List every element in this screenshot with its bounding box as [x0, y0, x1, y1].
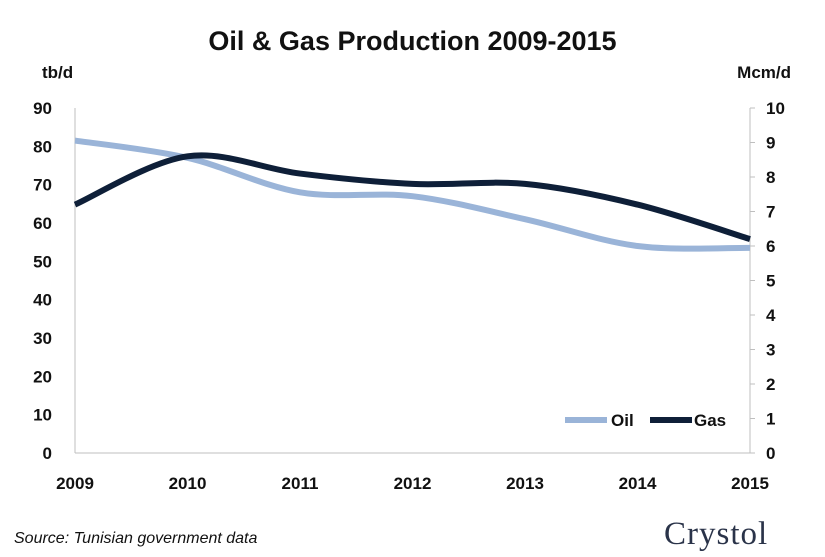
- y-left-tick-label: 10: [33, 406, 52, 425]
- x-tick-label: 2014: [619, 474, 657, 493]
- y-right-tick-label: 10: [766, 99, 785, 118]
- y-right-tick-label: 7: [766, 203, 775, 222]
- x-tick-label: 2010: [169, 474, 207, 493]
- y-right-tick-label: 3: [766, 341, 775, 360]
- y-left-tick-label: 40: [33, 291, 52, 310]
- y-right-tick-label: 1: [766, 410, 775, 429]
- y-right-tick-label: 0: [766, 444, 775, 463]
- x-tick-label: 2013: [506, 474, 544, 493]
- legend-label-gas: Gas: [694, 411, 726, 430]
- source-note: Source: Tunisian government data: [14, 530, 258, 547]
- y-right-tick-label: 8: [766, 168, 775, 187]
- y-left-tick-label: 20: [33, 367, 52, 386]
- y-right-tick-label: 2: [766, 375, 775, 394]
- crystol-logo: Crystol: [664, 516, 769, 552]
- y-left-tick-label: 50: [33, 252, 52, 271]
- right-axis-unit: Mcm/d: [737, 63, 791, 82]
- y-left-tick-label: 80: [33, 137, 52, 156]
- x-tick-label: 2011: [282, 474, 319, 493]
- y-right-tick-label: 4: [766, 306, 776, 325]
- y-left-tick-label: 60: [33, 214, 52, 233]
- x-tick-label: 2012: [394, 474, 432, 493]
- x-tick-label: 2015: [731, 474, 769, 493]
- chart-title: Oil & Gas Production 2009-2015: [208, 26, 617, 56]
- y-left-tick-label: 30: [33, 329, 52, 348]
- y-left-tick-label: 70: [33, 176, 52, 195]
- y-right-tick-label: 5: [766, 272, 775, 291]
- x-tick-label: 2009: [56, 474, 94, 493]
- legend-label-oil: Oil: [611, 411, 634, 430]
- y-left-tick-label: 0: [43, 444, 52, 463]
- y-right-tick-label: 6: [766, 237, 775, 256]
- y-left-tick-label: 90: [33, 99, 52, 118]
- left-axis-unit: tb/d: [42, 63, 74, 82]
- y-right-tick-label: 9: [766, 134, 775, 153]
